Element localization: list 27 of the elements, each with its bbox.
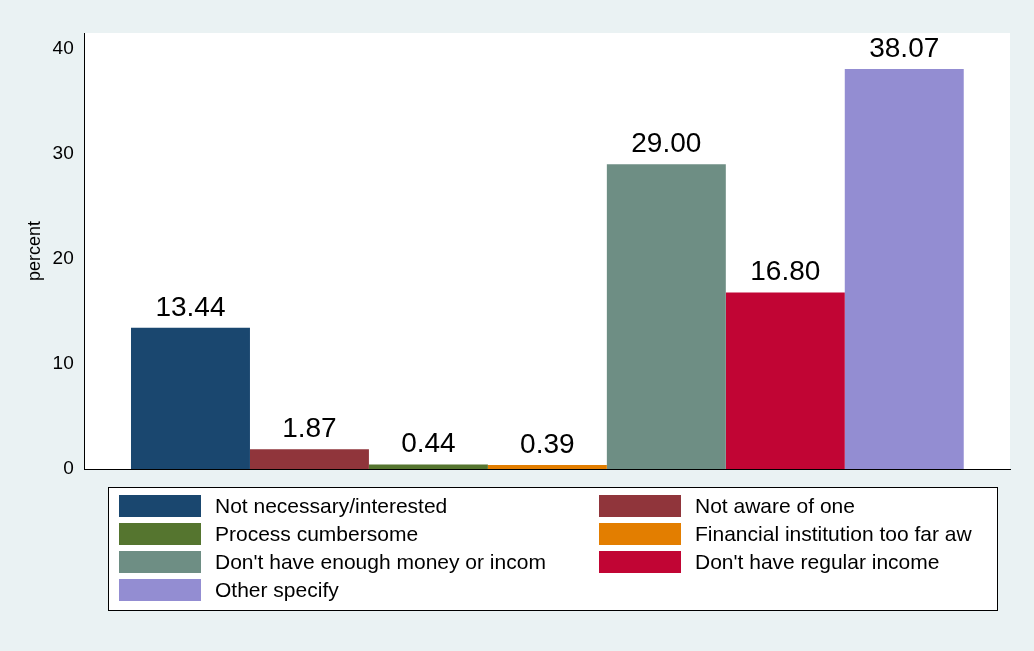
bar: [249, 449, 369, 469]
bar: [487, 464, 607, 469]
legend-label: Don't have regular income: [695, 550, 940, 574]
y-tick-label: 40: [52, 36, 74, 58]
data-label: 16.80: [750, 255, 821, 287]
bar: [844, 69, 964, 469]
bar: [725, 292, 845, 469]
y-tick-label: 10: [52, 352, 74, 374]
data-label: 13.44: [155, 290, 226, 322]
data-label: 38.07: [869, 31, 940, 63]
legend-label: Not necessary/interested: [215, 494, 448, 518]
data-label: 0.39: [520, 427, 575, 459]
data-label: 29.00: [631, 127, 702, 159]
data-label: 1.87: [282, 412, 337, 444]
bar: [131, 327, 250, 469]
y-tick-label: 0: [63, 457, 74, 479]
y-tick-label: 30: [52, 142, 74, 164]
bar: [368, 464, 488, 469]
legend-label: Other specify: [215, 578, 339, 602]
legend-label: Financial institution too far aw: [695, 522, 972, 546]
bar: [606, 164, 726, 469]
y-axis-title: percent: [23, 220, 44, 282]
y-tick-label: 20: [52, 247, 74, 269]
legend-label: Don't have enough money or incom: [215, 550, 546, 574]
legend-label: Not aware of one: [695, 494, 855, 518]
data-label: 0.44: [401, 427, 456, 459]
legend-label: Process cumbersome: [215, 522, 419, 546]
